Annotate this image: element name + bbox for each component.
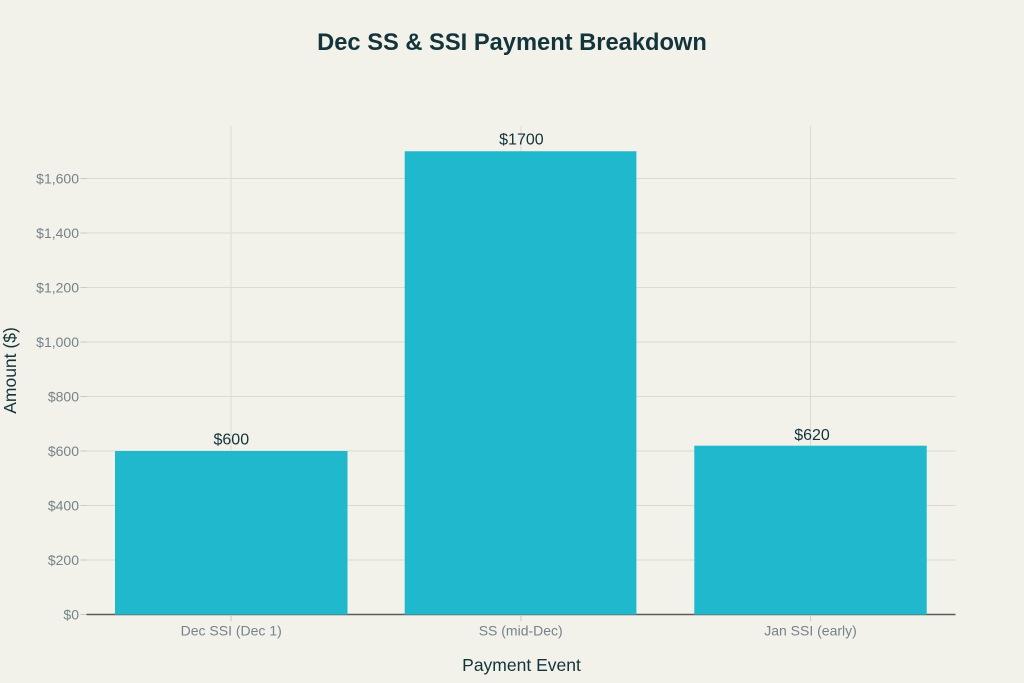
svg-text:$400: $400 [48,497,79,513]
svg-text:SS (mid-Dec): SS (mid-Dec) [479,623,563,639]
svg-text:Amount ($): Amount ($) [0,327,20,414]
svg-text:$0: $0 [63,606,79,622]
svg-text:$620: $620 [794,427,830,444]
svg-text:$1700: $1700 [499,132,544,149]
svg-text:$600: $600 [214,431,250,448]
svg-text:$200: $200 [48,552,79,568]
svg-text:$1,600: $1,600 [36,170,79,186]
svg-text:Dec SSI (Dec 1): Dec SSI (Dec 1) [181,623,282,639]
svg-text:Jan SSI (early): Jan SSI (early) [764,623,857,639]
svg-text:$1,400: $1,400 [36,225,79,241]
svg-text:Dec SS & SSI Payment Breakdown: Dec SS & SSI Payment Breakdown [317,30,707,56]
svg-text:$1,200: $1,200 [36,279,79,295]
svg-text:$800: $800 [48,388,79,404]
svg-text:$600: $600 [48,443,79,459]
svg-text:Payment Event: Payment Event [462,655,581,675]
svg-text:$1,000: $1,000 [36,334,79,350]
